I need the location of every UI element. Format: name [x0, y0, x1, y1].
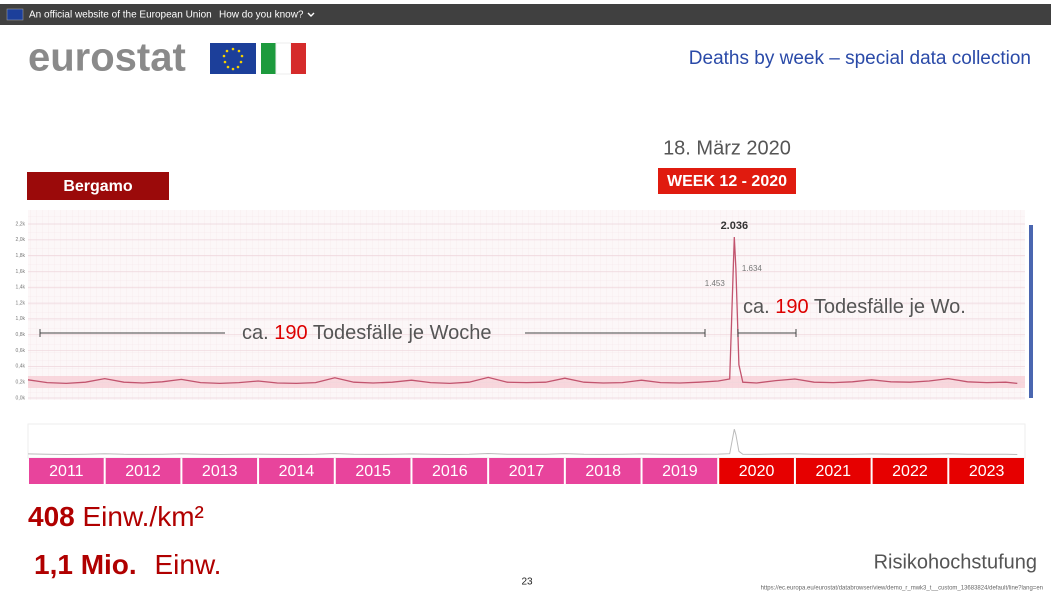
note-number: 190: [775, 296, 808, 318]
note-left: ca. 190 Todesfälle je Woche: [242, 322, 491, 344]
year-label: 2014: [279, 463, 315, 480]
year-label: 2022: [892, 463, 928, 480]
year-label: 2018: [585, 463, 621, 480]
flag-green: [261, 43, 276, 74]
y-tick-label: 1,2k: [16, 300, 26, 306]
y-tick-label: 2,0k: [16, 237, 26, 243]
y-tick-label: 1,4k: [16, 285, 26, 291]
region-box: [27, 172, 169, 200]
population: 1,1 Mio. Einw.: [34, 549, 221, 580]
risk: Risikohochstufung: [874, 551, 1037, 573]
y-tick-label: 0,6k: [16, 348, 26, 354]
scroll-bar: [1029, 225, 1033, 398]
banner-text: An official website of the European Unio…: [29, 10, 212, 21]
y-tick-label: 2,2k: [16, 221, 26, 227]
year-label: 2015: [355, 463, 391, 480]
y-tick-label: 0,8k: [16, 332, 26, 338]
header-title: Deaths by week – special data collection: [689, 48, 1031, 69]
year-label: 2013: [202, 463, 238, 480]
year-label: 2017: [509, 463, 545, 480]
overview: [27, 429, 1018, 456]
year-cell: [565, 458, 641, 484]
note-number: 190: [274, 322, 307, 344]
date: 18. März 2020: [663, 137, 791, 159]
y-tick-label: 1,0k: [16, 316, 26, 322]
year-cell: [949, 458, 1024, 484]
y-tick-label: 1,6k: [16, 269, 26, 275]
y-tick-label: 0,0k: [16, 395, 26, 401]
year-cell: [795, 458, 871, 484]
year-label: 2020: [739, 463, 775, 480]
population-unit: Einw.: [154, 549, 221, 580]
eu-stars: [222, 47, 244, 71]
density-unit: Einw./km²: [83, 501, 204, 532]
data-line: [27, 236, 1018, 385]
year-cell: [259, 458, 334, 484]
flag-red: [291, 43, 306, 74]
year-label: 2021: [815, 463, 851, 480]
year-cell: [872, 458, 948, 484]
plot: 0,0k 0,2k 0,4k 0,6k 0,8k 1,0k 1,2k 1,4k 1,6k 1,8k…: [16, 220, 1025, 401]
year-cell: [642, 458, 718, 484]
year-cell: [105, 458, 181, 484]
year-label: 2012: [125, 463, 161, 480]
year-label: 2011: [49, 463, 84, 480]
week-box: [658, 168, 796, 194]
density: 408 Einw./km²: [28, 501, 204, 532]
logo: eurostat: [28, 36, 186, 80]
note-suffix: Todesfälle je Wo.: [814, 296, 966, 318]
year-cell: [719, 458, 794, 484]
y-tick-label: 1,8k: [16, 253, 26, 259]
year-label: 2023: [969, 463, 1005, 480]
year-cell: [335, 458, 411, 484]
note-suffix: Todesfälle je Woche: [313, 322, 492, 344]
page-number: 23: [521, 577, 533, 588]
population-number: 1,1 Mio.: [34, 549, 137, 580]
banner-link[interactable]: How do you know?: [219, 10, 304, 21]
year-label: 2016: [432, 463, 468, 480]
density-number: 408: [28, 501, 75, 532]
week: WEEK 12 - 2020: [667, 173, 787, 190]
chevron: [307, 12, 315, 17]
flag-white: [275, 42, 292, 75]
eu-banner: [0, 4, 1051, 25]
year-cell: [412, 458, 488, 484]
value-label: 1.453: [705, 279, 726, 288]
year-cell: [489, 458, 564, 484]
y-tick-label: 0,4k: [16, 364, 26, 370]
year-label: 2019: [662, 463, 698, 480]
value-label: 2.036: [721, 220, 749, 232]
top-edge: [0, 0, 1051, 5]
note-right: ca. 190 Todesfälle je Wo.: [743, 296, 966, 318]
year-cell: [182, 458, 258, 484]
year-cell: [29, 458, 104, 484]
plot-grid: [28, 210, 1025, 400]
year-bar: 2011 2012 2013 2014 2015 2016 2017 2018 2019 2020…: [29, 458, 1024, 484]
y-tick-label: 0,2k: [16, 380, 26, 386]
overview-bg: [27, 423, 1026, 459]
region: Bergamo: [63, 178, 133, 195]
value-label: 1.634: [742, 264, 763, 273]
note-prefix: ca.: [242, 322, 269, 344]
note-prefix: ca.: [743, 296, 770, 318]
source-url: https://ec.europa.eu/eurostat/databrowse…: [761, 586, 1043, 592]
overview-line: [27, 429, 1018, 456]
eu-flag-small: [6, 8, 24, 21]
